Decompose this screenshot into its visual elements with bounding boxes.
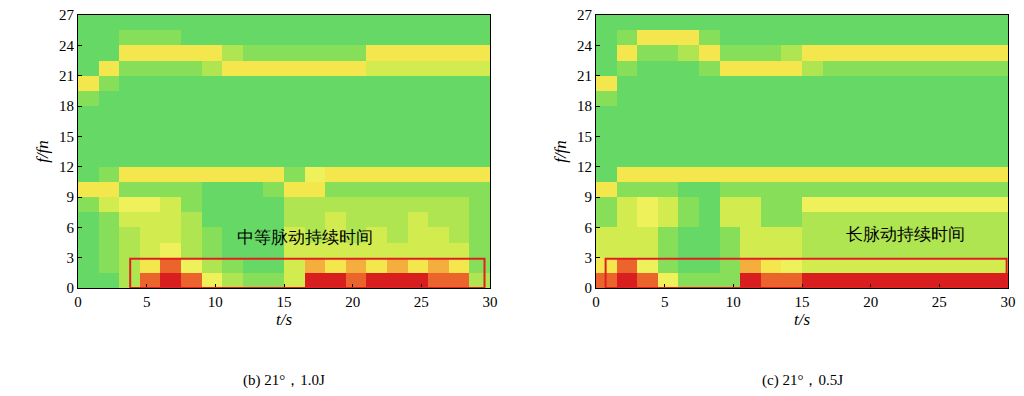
svg-text:15: 15: [59, 129, 74, 145]
svg-text:24: 24: [577, 38, 593, 54]
svg-text:3: 3: [585, 250, 593, 266]
svg-text:27: 27: [59, 7, 75, 23]
svg-text:12: 12: [59, 159, 74, 175]
svg-text:f/fn: f/fn: [551, 140, 570, 163]
svg-text:24: 24: [59, 38, 75, 54]
svg-text:0: 0: [592, 294, 600, 310]
svg-text:9: 9: [67, 189, 75, 205]
svg-text:25: 25: [414, 294, 429, 310]
svg-text:6: 6: [585, 220, 593, 236]
svg-text:27: 27: [577, 7, 593, 23]
svg-text:15: 15: [577, 129, 592, 145]
svg-text:5: 5: [143, 294, 151, 310]
svg-text:5: 5: [661, 294, 669, 310]
svg-text:21: 21: [577, 68, 592, 84]
svg-text:3: 3: [67, 250, 75, 266]
svg-text:t/s: t/s: [276, 310, 292, 329]
svg-text:(c) 21°，0.5J: (c) 21°，0.5J: [762, 372, 843, 389]
svg-text:10: 10: [726, 294, 741, 310]
svg-text:10: 10: [208, 294, 223, 310]
svg-text:30: 30: [1001, 294, 1016, 310]
svg-text:18: 18: [577, 98, 592, 114]
svg-text:15: 15: [795, 294, 810, 310]
svg-text:25: 25: [932, 294, 947, 310]
svg-text:6: 6: [67, 220, 75, 236]
svg-text:20: 20: [863, 294, 878, 310]
svg-text:18: 18: [59, 98, 74, 114]
svg-text:20: 20: [345, 294, 360, 310]
svg-text:15: 15: [277, 294, 292, 310]
svg-text:12: 12: [577, 159, 592, 175]
svg-text:0: 0: [67, 280, 75, 296]
svg-text:f/fn: f/fn: [33, 140, 52, 163]
svg-text:长脉动持续时间: 长脉动持续时间: [846, 224, 965, 244]
svg-text:t/s: t/s: [794, 310, 810, 329]
svg-text:0: 0: [74, 294, 82, 310]
svg-text:(b) 21°，1.0J: (b) 21°，1.0J: [243, 372, 325, 389]
svg-text:9: 9: [585, 189, 593, 205]
svg-text:中等脉动持续时间: 中等脉动持续时间: [237, 227, 373, 247]
svg-text:0: 0: [585, 280, 593, 296]
svg-text:21: 21: [59, 68, 74, 84]
svg-text:30: 30: [483, 294, 498, 310]
